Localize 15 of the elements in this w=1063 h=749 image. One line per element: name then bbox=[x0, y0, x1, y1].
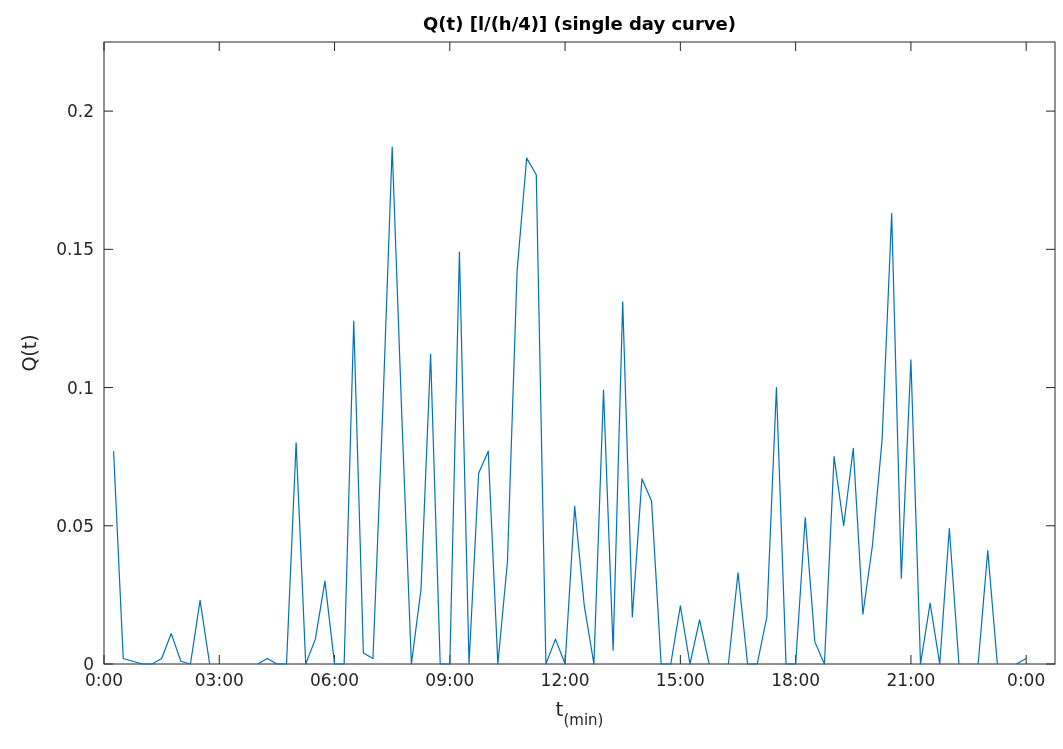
x-axis-title: t$_{(min)}$ bbox=[555, 697, 604, 729]
chart-title: Q(t) [l/(h/4)] (single day curve) bbox=[423, 13, 736, 34]
x-tick-label: 21:00 bbox=[886, 670, 936, 690]
y-tick-label: 0.15 bbox=[56, 239, 94, 260]
x-tick-label: 15:00 bbox=[655, 670, 705, 690]
x-tick-label: 18:00 bbox=[771, 670, 821, 690]
y-tick-label: 0.05 bbox=[56, 515, 94, 536]
y-axis-title: Q(t) bbox=[18, 334, 40, 372]
y-tick-label: 0.1 bbox=[66, 377, 94, 398]
x-tick-label: 0:00 bbox=[1007, 670, 1046, 690]
y-tick-label: 0.2 bbox=[66, 101, 94, 122]
x-tick-label: 09:00 bbox=[425, 670, 475, 690]
x-tick-label: 12:00 bbox=[540, 670, 590, 690]
x-tick-label: 03:00 bbox=[194, 670, 244, 690]
x-tick-label: 06:00 bbox=[310, 670, 360, 690]
